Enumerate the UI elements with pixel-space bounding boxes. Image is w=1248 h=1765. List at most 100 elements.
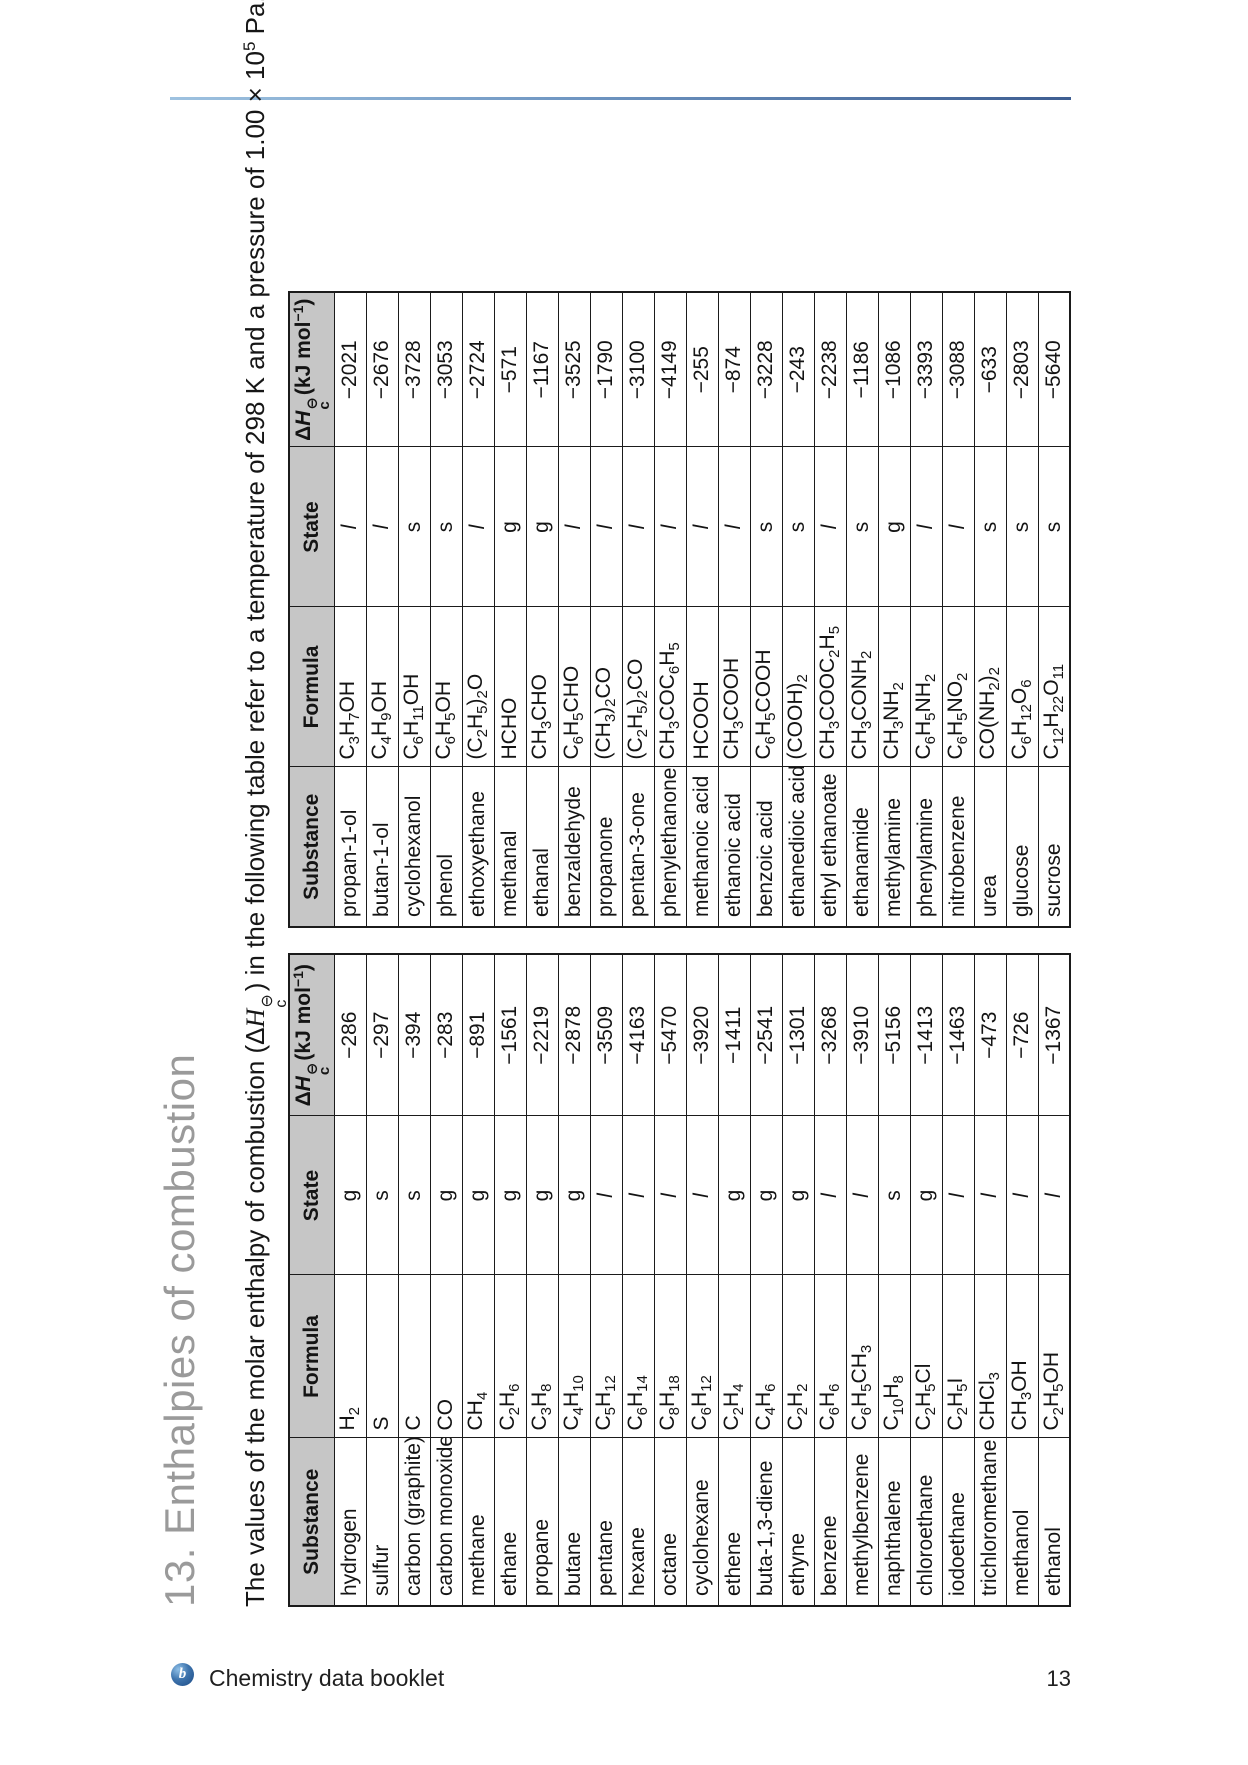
formula-cell: CH4 bbox=[462, 1275, 494, 1438]
enthalpy-value-cell: −3920 bbox=[686, 954, 718, 1116]
table-row: phenylethanone CH3COC6H5 l −4149 bbox=[654, 292, 686, 927]
substance-cell: methane bbox=[462, 1438, 494, 1606]
enthalpy-value-cell: −1463 bbox=[942, 954, 974, 1116]
state-cell: l bbox=[558, 447, 590, 607]
enthalpy-value-cell: −283 bbox=[430, 954, 462, 1116]
table-row: phenylamine C6H5NH2 l −3393 bbox=[910, 292, 942, 927]
state-cell: l bbox=[814, 1116, 846, 1275]
substance-cell: chloroethane bbox=[910, 1438, 942, 1606]
formula-cell: CO bbox=[430, 1275, 462, 1438]
substance-cell: ethoxyethane bbox=[462, 767, 494, 927]
formula-cell: C6H5NO2 bbox=[942, 607, 974, 767]
enthalpy-value-cell: −3053 bbox=[430, 292, 462, 447]
table-row: phenol C6H5OH s −3053 bbox=[430, 292, 462, 927]
state-cell: s bbox=[974, 447, 1006, 607]
state-cell: l bbox=[622, 447, 654, 607]
state-cell: g bbox=[494, 1116, 526, 1275]
substance-cell: octane bbox=[654, 1438, 686, 1606]
state-cell: l bbox=[590, 447, 622, 607]
substance-cell: nitrobenzene bbox=[942, 767, 974, 927]
ib-logo-icon: b bbox=[171, 1663, 194, 1686]
table-row: ethoxyethane (C2H5)2O l −2724 bbox=[462, 292, 494, 927]
state-cell: s bbox=[366, 1116, 398, 1275]
formula-cell: CH3OH bbox=[1006, 1275, 1038, 1438]
enthalpy-value-cell: −4149 bbox=[654, 292, 686, 447]
table-row: ethene C2H4 g −1411 bbox=[718, 954, 750, 1606]
substance-cell: trichloromethane bbox=[974, 1438, 1006, 1606]
enthalpy-value-cell: −3728 bbox=[398, 292, 430, 447]
formula-cell: C4H10 bbox=[558, 1275, 590, 1438]
table-row: nitrobenzene C6H5NO2 l −3088 bbox=[942, 292, 974, 927]
formula-cell: C8H18 bbox=[654, 1275, 686, 1438]
substance-cell: glucose bbox=[1006, 767, 1038, 927]
substance-cell: phenol bbox=[430, 767, 462, 927]
formula-cell: C2H5Cl bbox=[910, 1275, 942, 1438]
formula-cell: C2H2 bbox=[782, 1275, 814, 1438]
substance-cell: hydrogen bbox=[334, 1438, 366, 1606]
formula-cell: C6H5NH2 bbox=[910, 607, 942, 767]
formula-cell: C bbox=[398, 1275, 430, 1438]
table-row: hexane C6H14 l −4163 bbox=[622, 954, 654, 1606]
state-cell: g bbox=[878, 447, 910, 607]
state-cell: g bbox=[526, 1116, 558, 1275]
substance-cell: methylbenzene bbox=[846, 1438, 878, 1606]
table-row: ethanoic acid CH3COOH l −874 bbox=[718, 292, 750, 927]
table-row: benzaldehyde C6H5CHO l −3525 bbox=[558, 292, 590, 927]
substance-cell: phenylethanone bbox=[654, 767, 686, 927]
substance-cell: methanoic acid bbox=[686, 767, 718, 927]
enthalpy-value-cell: −1367 bbox=[1038, 954, 1070, 1116]
substance-cell: benzaldehyde bbox=[558, 767, 590, 927]
formula-cell: CH3CONH2 bbox=[846, 607, 878, 767]
enthalpy-value-cell: −5156 bbox=[878, 954, 910, 1116]
substance-cell: carbon (graphite) bbox=[398, 1438, 430, 1606]
table-row: ethyl ethanoate CH3COOC2H5 l −2238 bbox=[814, 292, 846, 927]
formula-cell: (CH3)2CO bbox=[590, 607, 622, 767]
table-row: propane C3H8 g −2219 bbox=[526, 954, 558, 1606]
formula-cell: C6H6 bbox=[814, 1275, 846, 1438]
rotated-content: 13. Enthalpies of combustion The values … bbox=[150, 0, 1075, 1607]
substance-cell: ethanedioic acid bbox=[782, 767, 814, 927]
state-cell: l bbox=[718, 447, 750, 607]
standard-state-supsub: ⊖ c bbox=[303, 397, 334, 410]
table-row: urea CO(NH2)2 s −633 bbox=[974, 292, 1006, 927]
state-cell: g bbox=[526, 447, 558, 607]
formula-cell: C2H6 bbox=[494, 1275, 526, 1438]
substance-cell: pentan-3-one bbox=[622, 767, 654, 927]
state-cell: s bbox=[750, 447, 782, 607]
substance-cell: propanone bbox=[590, 767, 622, 927]
enthalpy-value-cell: −5470 bbox=[654, 954, 686, 1116]
enthalpy-value-cell: −1301 bbox=[782, 954, 814, 1116]
header-rule bbox=[170, 97, 1071, 100]
formula-header: Formula bbox=[289, 1275, 334, 1438]
substance-cell: buta-1,3-diene bbox=[750, 1438, 782, 1606]
enthalpy-value-cell: −2021 bbox=[334, 292, 366, 447]
state-cell: s bbox=[430, 447, 462, 607]
substance-cell: carbon monoxide bbox=[430, 1438, 462, 1606]
substance-cell: benzoic acid bbox=[750, 767, 782, 927]
enthalpy-value-cell: −1186 bbox=[846, 292, 878, 447]
substance-cell: phenylamine bbox=[910, 767, 942, 927]
table-row: octane C8H18 l −5470 bbox=[654, 954, 686, 1606]
state-cell: s bbox=[398, 447, 430, 607]
formula-cell: CHCl3 bbox=[974, 1275, 1006, 1438]
formula-cell: C6H14 bbox=[622, 1275, 654, 1438]
table-row: ethanol C2H5OH l −1367 bbox=[1038, 954, 1070, 1606]
formula-cell: CH3COOC2H5 bbox=[814, 607, 846, 767]
state-cell: l bbox=[622, 1116, 654, 1275]
formula-cell: C3H8 bbox=[526, 1275, 558, 1438]
state-cell: l bbox=[942, 1116, 974, 1275]
enthalpy-value-cell: −2219 bbox=[526, 954, 558, 1116]
enthalpy-value-cell: −2541 bbox=[750, 954, 782, 1116]
formula-cell: C6H5CHO bbox=[558, 607, 590, 767]
state-header: State bbox=[289, 447, 334, 607]
substance-cell: methanol bbox=[1006, 1438, 1038, 1606]
state-cell: l bbox=[686, 447, 718, 607]
formula-cell: C12H22O11 bbox=[1038, 607, 1070, 767]
state-cell: l bbox=[654, 447, 686, 607]
page-number: 13 bbox=[1046, 1666, 1071, 1691]
table-row: cyclohexanol C6H11OH s −3728 bbox=[398, 292, 430, 927]
substance-cell: butane bbox=[558, 1438, 590, 1606]
substance-cell: propan-1-ol bbox=[334, 767, 366, 927]
enthalpy-header: ΔH ⊖ c (kJ mol−1) bbox=[289, 954, 334, 1116]
